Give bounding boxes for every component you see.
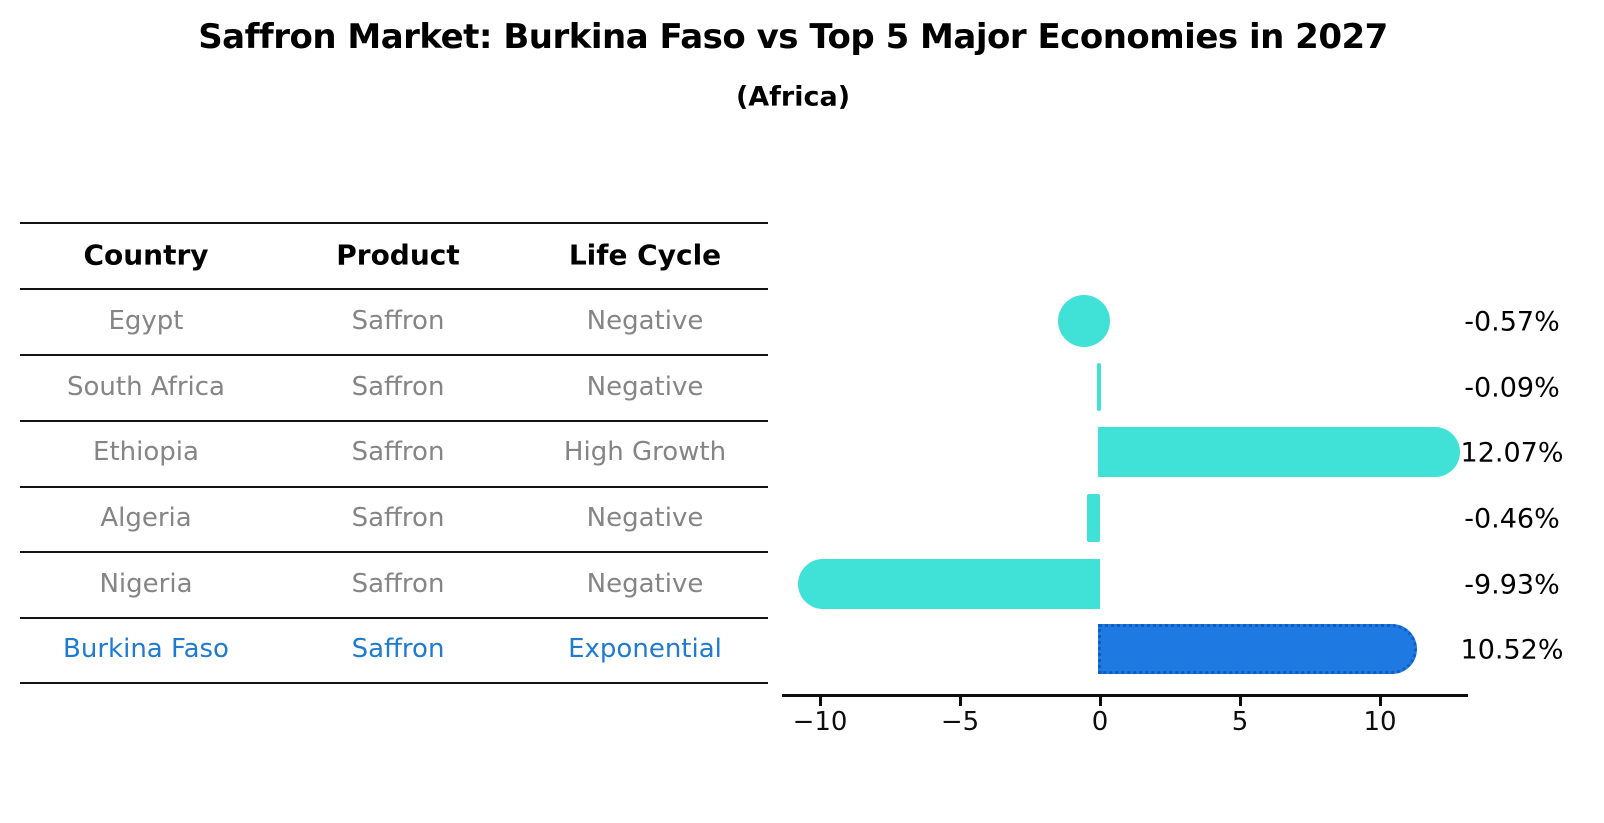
bar-ethiopia	[1098, 427, 1460, 477]
x-tick-label: −10	[792, 707, 848, 737]
table-cell-country: Egypt	[108, 306, 184, 336]
bar-south-africa	[1097, 363, 1102, 411]
table-header-country: Country	[83, 238, 209, 272]
table-cell-product: Saffron	[351, 569, 445, 599]
x-axis-spine	[782, 694, 1468, 697]
value-label-nigeria: -9.93%	[1464, 569, 1560, 601]
table-cell-life-cycle: High Growth	[563, 437, 727, 467]
x-tick-label: 5	[1231, 707, 1249, 737]
table-cell-life-cycle: Negative	[586, 306, 704, 336]
value-label-burkina-faso: 10.52%	[1460, 634, 1564, 666]
table-cell-life-cycle: Negative	[586, 569, 704, 599]
bar-burkina-faso	[1098, 624, 1417, 674]
x-axis-tick	[819, 697, 822, 706]
value-label-algeria: -0.46%	[1464, 503, 1560, 535]
value-label-ethiopia: 12.07%	[1460, 437, 1564, 469]
table-rule	[20, 420, 768, 422]
x-tick-label: 10	[1363, 707, 1397, 737]
x-axis-tick	[1379, 697, 1382, 706]
table-cell-life-cycle: Negative	[586, 372, 704, 402]
bar-algeria	[1087, 494, 1100, 542]
table-rule	[20, 486, 768, 488]
x-axis-tick	[1239, 697, 1242, 706]
value-label-south-africa: -0.09%	[1464, 372, 1560, 404]
table-cell-product: Saffron	[351, 437, 445, 467]
table-rule	[20, 354, 768, 356]
table-cell-country: Ethiopia	[93, 437, 199, 467]
table-header-product: Product	[336, 238, 460, 272]
bar-nigeria	[797, 559, 1100, 609]
x-axis-tick	[959, 697, 962, 706]
table-cell-life-cycle: Negative	[586, 503, 704, 533]
x-tick-label: 0	[1091, 707, 1109, 737]
x-tick-label: −5	[940, 707, 980, 737]
table-header-life-cycle: Life Cycle	[568, 238, 722, 272]
table-rule	[20, 551, 768, 553]
table-cell-life-cycle-highlight: Exponential	[568, 634, 722, 664]
table-cell-country-highlight: Burkina Faso	[63, 634, 229, 664]
table-cell-product: Saffron	[351, 503, 445, 533]
table-cell-country: Nigeria	[99, 569, 193, 599]
table-cell-country: Algeria	[100, 503, 192, 533]
table-cell-country: South Africa	[67, 372, 225, 402]
table-rule	[20, 222, 768, 224]
x-axis-tick	[1099, 697, 1102, 706]
table-cell-product: Saffron	[351, 372, 445, 402]
table-cell-product: Saffron	[351, 306, 445, 336]
table-rule	[20, 682, 768, 684]
bar-egypt	[1058, 295, 1111, 347]
table-rule	[20, 617, 768, 619]
table-cell-product-highlight: Saffron	[351, 634, 445, 664]
chart-subtitle: (Africa)	[735, 81, 851, 113]
table-rule	[20, 288, 768, 290]
chart-title: Saffron Market: Burkina Faso vs Top 5 Ma…	[198, 17, 1388, 57]
value-label-egypt: -0.57%	[1464, 306, 1560, 338]
